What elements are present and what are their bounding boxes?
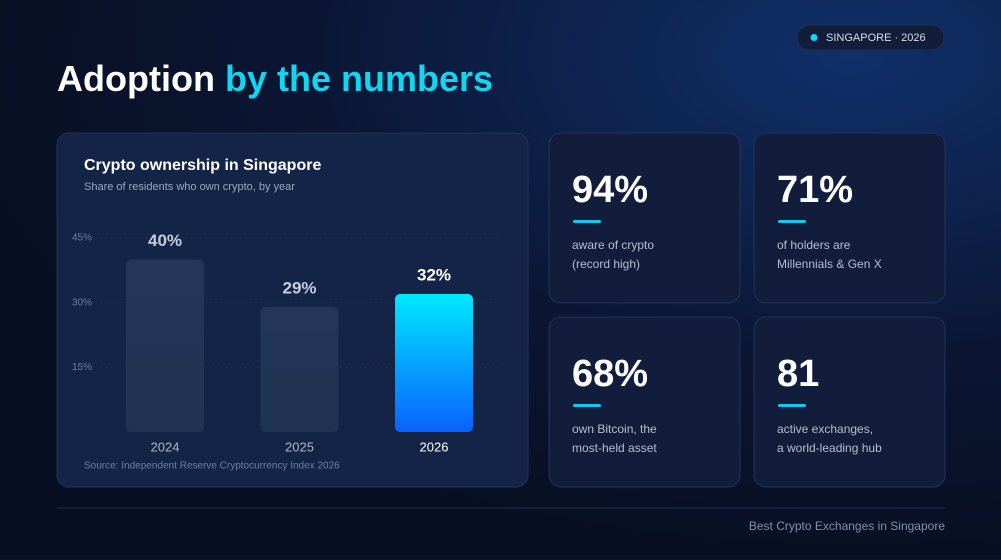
- stat-accent: [778, 404, 806, 407]
- stat-label: a world-leading hub: [777, 441, 882, 455]
- stat-accent: [573, 404, 601, 407]
- title-plain: Adoption: [57, 58, 215, 99]
- stat-value: 71%: [777, 169, 853, 211]
- stat-accent: [778, 220, 806, 223]
- value-label: 32%: [417, 266, 451, 285]
- stat-label: own Bitcoin, the: [572, 422, 657, 436]
- stat-label: active exchanges,: [777, 422, 873, 436]
- y-tick-label: 15%: [72, 362, 92, 373]
- stat-label: aware of crypto: [572, 238, 654, 252]
- x-tick-label: 2025: [285, 439, 314, 454]
- y-tick-label: 30%: [72, 297, 92, 308]
- value-label: 29%: [282, 278, 316, 297]
- stat-value: 68%: [572, 353, 648, 395]
- value-label: 40%: [148, 231, 182, 250]
- chart-source: Source: Independent Reserve Cryptocurren…: [84, 461, 340, 472]
- title-accent: by the numbers: [225, 58, 493, 99]
- stats: 94% aware of crypto (record high) 71% of hol…: [548, 132, 946, 488]
- stat-card: [753, 132, 946, 304]
- x-tick-label: 2026: [420, 439, 449, 454]
- bar: [395, 294, 473, 432]
- stat-label: most-held asset: [572, 441, 657, 455]
- stat-card: [753, 316, 946, 488]
- chart-title: Crypto ownership in Singapore: [84, 157, 321, 174]
- stat-label: Millennials & Gen X: [777, 257, 882, 271]
- stat-card: [548, 132, 741, 304]
- chart-subtitle: Share of residents who own crypto, by ye…: [84, 181, 295, 193]
- badge-text: SINGAPORE · 2026: [826, 32, 926, 44]
- stat-label: of holders are: [777, 238, 851, 252]
- footer: Best Crypto Exchanges in Singapore: [749, 519, 945, 533]
- x-tick-label: 2024: [151, 439, 180, 454]
- stat-value: 94%: [572, 169, 648, 211]
- y-tick-label: 45%: [72, 233, 92, 244]
- bar: [126, 259, 204, 432]
- stat-accent: [573, 220, 601, 223]
- bar: [260, 306, 339, 432]
- badge: [796, 24, 945, 51]
- stat-value: 81: [777, 353, 819, 395]
- title: Adoption by the numbers: [57, 58, 493, 99]
- stat-card: [548, 316, 741, 488]
- badge-dot: [810, 34, 818, 41]
- stat-label: (record high): [572, 257, 640, 271]
